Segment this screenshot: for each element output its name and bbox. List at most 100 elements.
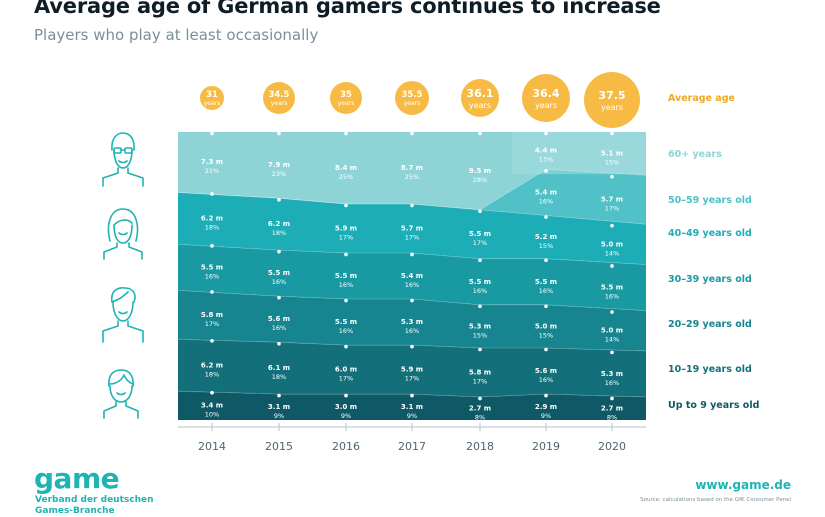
legend-3: 20–29 years old [668,319,752,330]
value-share: 17% [205,320,219,328]
point-marker [610,350,614,355]
highlight-60plus [512,132,646,175]
point-marker [410,252,414,257]
logo-subtitle: Verband der deutschen Games-Branche [35,495,154,516]
value-millions: 6.2 m [268,220,290,228]
value-millions: 3.0 m [335,403,357,411]
website-link[interactable]: www.game.de [695,478,791,492]
point-marker [210,290,214,294]
point-marker [610,223,614,228]
value-share: 9% [407,412,417,420]
value-millions: 5.9 m [401,366,423,374]
legend-2: 10–19 years old [668,364,752,375]
value-millions: 9.5 m [469,167,491,175]
value-millions: 2.9 m [535,403,557,411]
point-marker [277,341,281,346]
point-marker [344,131,348,136]
child-person-icon [100,366,142,424]
legend-1: Up to 9 years old [668,400,759,411]
avg-age-bubble [584,72,640,128]
value-share: 18% [205,223,219,231]
value-share: 16% [539,197,553,205]
point-marker [544,215,548,219]
point-marker [478,347,482,352]
point-marker [210,244,214,248]
avg-age-bubble [263,82,295,114]
value-share: 15% [605,159,619,167]
value-share: 25% [405,173,419,181]
value-share: 16% [405,281,419,289]
value-millions: 5.6 m [268,315,290,323]
point-marker [610,264,614,268]
point-marker [277,393,281,398]
value-share: 17% [405,233,419,241]
avg-age-bubble [395,81,429,115]
point-marker [544,258,548,263]
value-share: 18% [272,373,286,381]
value-millions: 5.8 m [469,368,491,376]
point-marker [478,209,482,214]
value-share: 9% [274,412,284,420]
value-share: 16% [539,287,553,295]
value-millions: 6.2 m [201,214,223,222]
avg-age-value: 34.5 [269,90,290,100]
legend-7: 60+ years [668,149,722,160]
value-share: 9% [341,412,351,420]
senior-person-icon [100,128,146,192]
point-marker [478,304,482,309]
avg-age-bubble [461,79,499,117]
avg-age-unit: years [535,101,557,110]
value-millions: 7.9 m [268,161,290,169]
value-share: 13% [539,156,553,164]
value-millions: 5.5 m [469,278,491,286]
value-millions: 5.5 m [335,318,357,326]
value-share: 17% [473,239,487,247]
point-marker [410,298,414,303]
band-5 [178,192,646,265]
value-share: 23% [272,170,286,178]
point-marker [344,298,348,303]
point-marker [277,295,281,300]
band-2 [178,339,646,397]
value-millions: 6.0 m [335,366,357,374]
value-millions: 5.3 m [601,370,623,378]
value-share: 15% [539,331,553,339]
avg-age-value: 37.5 [598,89,625,102]
point-marker [610,396,614,401]
avg-age-bubble [330,82,362,114]
point-marker [610,310,614,314]
value-millions: 5.3 m [469,322,491,330]
value-millions: 8.7 m [401,164,423,172]
value-millions: 4.4 m [535,147,557,155]
point-marker [544,169,548,173]
legend-4: 30–39 years old [668,274,752,285]
value-share: 8% [475,413,485,421]
avg-age-value: 31 [206,90,218,100]
band-1 [178,391,646,420]
value-share: 16% [205,272,219,280]
value-share: 17% [473,377,487,385]
point-marker [410,344,414,349]
game-logo[interactable]: game [34,462,120,495]
value-share: 8% [607,413,617,421]
point-marker [544,393,548,398]
value-share: 18% [272,229,286,237]
x-tick-label: 2014 [198,440,226,453]
value-share: 15% [539,242,553,250]
value-millions: 5.5 m [268,269,290,277]
value-share: 10% [205,411,219,419]
point-marker [210,192,214,196]
value-share: 17% [405,375,419,383]
avg-age-unit: years [204,100,221,107]
value-share: 16% [539,376,553,384]
value-share: 9% [541,412,551,420]
band-6 [178,169,646,225]
avg-age-value: 36.1 [466,87,493,100]
value-millions: 2.7 m [469,404,491,412]
value-share: 28% [473,176,487,184]
avg-age-bubble [200,86,224,110]
avg-age-bubble [522,74,570,122]
value-share: 16% [605,293,619,301]
value-share: 16% [405,327,419,335]
value-millions: 5.1 m [601,150,623,158]
